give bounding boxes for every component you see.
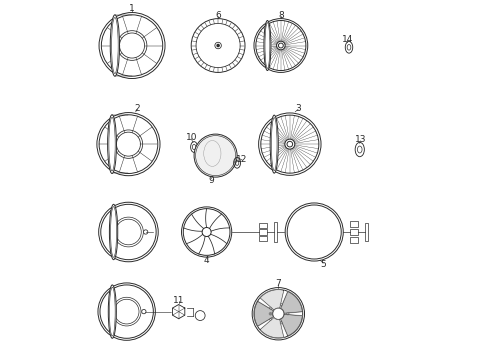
Circle shape bbox=[144, 230, 148, 234]
Text: 11: 11 bbox=[173, 296, 184, 305]
Circle shape bbox=[196, 23, 240, 68]
Circle shape bbox=[217, 44, 219, 46]
Text: 5: 5 bbox=[320, 260, 326, 269]
Text: 6: 6 bbox=[215, 10, 221, 19]
Polygon shape bbox=[260, 290, 284, 310]
Text: 8: 8 bbox=[278, 10, 284, 19]
Text: 9: 9 bbox=[208, 176, 214, 185]
Ellipse shape bbox=[108, 115, 117, 174]
Polygon shape bbox=[254, 301, 273, 326]
Polygon shape bbox=[281, 292, 302, 313]
Text: 10: 10 bbox=[185, 133, 197, 142]
Ellipse shape bbox=[264, 21, 271, 71]
Bar bbox=[350, 229, 358, 235]
Text: 3: 3 bbox=[295, 104, 301, 113]
Text: 4: 4 bbox=[204, 256, 209, 265]
Text: 14: 14 bbox=[342, 35, 353, 44]
Circle shape bbox=[272, 308, 284, 320]
Ellipse shape bbox=[110, 15, 120, 76]
Ellipse shape bbox=[108, 285, 116, 338]
Ellipse shape bbox=[109, 204, 118, 260]
Bar bbox=[365, 223, 368, 241]
Text: 13: 13 bbox=[355, 135, 366, 144]
Circle shape bbox=[270, 313, 271, 315]
Circle shape bbox=[194, 134, 237, 177]
Text: 2: 2 bbox=[135, 104, 140, 113]
Bar bbox=[350, 237, 358, 243]
Circle shape bbox=[202, 228, 211, 237]
Bar bbox=[259, 223, 267, 228]
Text: 1: 1 bbox=[129, 4, 135, 13]
Text: 7: 7 bbox=[275, 279, 281, 288]
Bar bbox=[259, 229, 267, 235]
Polygon shape bbox=[172, 305, 185, 319]
Ellipse shape bbox=[270, 115, 278, 173]
Text: 12: 12 bbox=[237, 155, 248, 164]
Polygon shape bbox=[281, 314, 302, 336]
Bar bbox=[259, 235, 267, 241]
Bar bbox=[350, 221, 358, 227]
Polygon shape bbox=[260, 318, 284, 338]
Circle shape bbox=[142, 310, 146, 314]
Bar bbox=[274, 222, 277, 242]
